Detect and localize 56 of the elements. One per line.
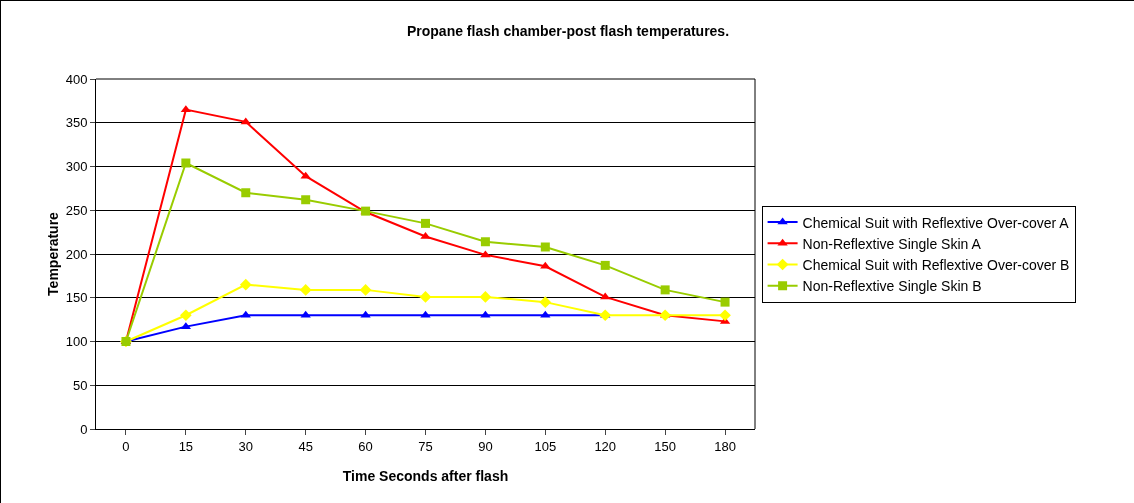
point [299,284,312,296]
legend-label: Non-Reflextive Single Skin B [802,278,982,295]
point [480,250,491,258]
point [480,237,490,247]
point [660,285,670,295]
legend-label: Chemical Suit with Reflextive Over-cover B [802,256,1070,273]
point [600,292,611,300]
legend-label: Non-Reflextive Single Skin A [802,235,982,252]
legend-label: Chemical Suit with Reflextive Over-cover A [802,214,1070,231]
point [240,310,251,318]
point [540,261,551,269]
point [599,309,612,322]
point [419,291,432,303]
point [539,296,552,308]
y-tick-label: 100 [65,334,88,350]
x-tick-label: 30 [238,438,253,454]
x-tick-label: 45 [298,438,313,454]
y-tick-label: 300 [65,159,88,175]
point [359,284,372,296]
y-tick-label: 350 [65,115,88,131]
y-axis-title: Temperature [45,211,61,296]
point [479,291,492,303]
point [421,218,430,228]
point [659,309,671,322]
point [600,260,610,270]
y-tick-label: 250 [65,202,88,218]
point [540,310,551,318]
y-tick-label: 150 [65,290,88,306]
x-tick-label: 150 [654,438,676,454]
y-tick-label: 50 [72,377,88,393]
x-tick-label: 105 [534,438,557,454]
x-tick-label: 120 [594,438,617,454]
x-tick-label: 0 [122,438,130,454]
y-tick-label: 400 [65,71,88,87]
point [241,188,251,198]
point [240,117,251,125]
point [720,297,730,307]
point [180,309,192,322]
point [181,158,191,168]
point [360,310,371,318]
x-tick-label: 15 [178,438,194,454]
point [480,310,491,318]
point [301,195,311,205]
point [540,242,550,252]
point [420,310,431,318]
x-tick-label: 75 [418,438,433,454]
y-tick-label: 200 [65,246,88,262]
y-tick-label: 0 [80,421,88,437]
chart-title: Propane flash chamber-post flash temperatures. [406,22,730,39]
point [719,309,731,322]
x-axis-title: Time Seconds after flash [342,468,509,484]
x-tick-label: 180 [714,438,736,454]
x-tick-label: 90 [478,438,493,454]
x-tick-label: 60 [358,438,373,454]
point [300,310,311,318]
point [239,278,252,291]
